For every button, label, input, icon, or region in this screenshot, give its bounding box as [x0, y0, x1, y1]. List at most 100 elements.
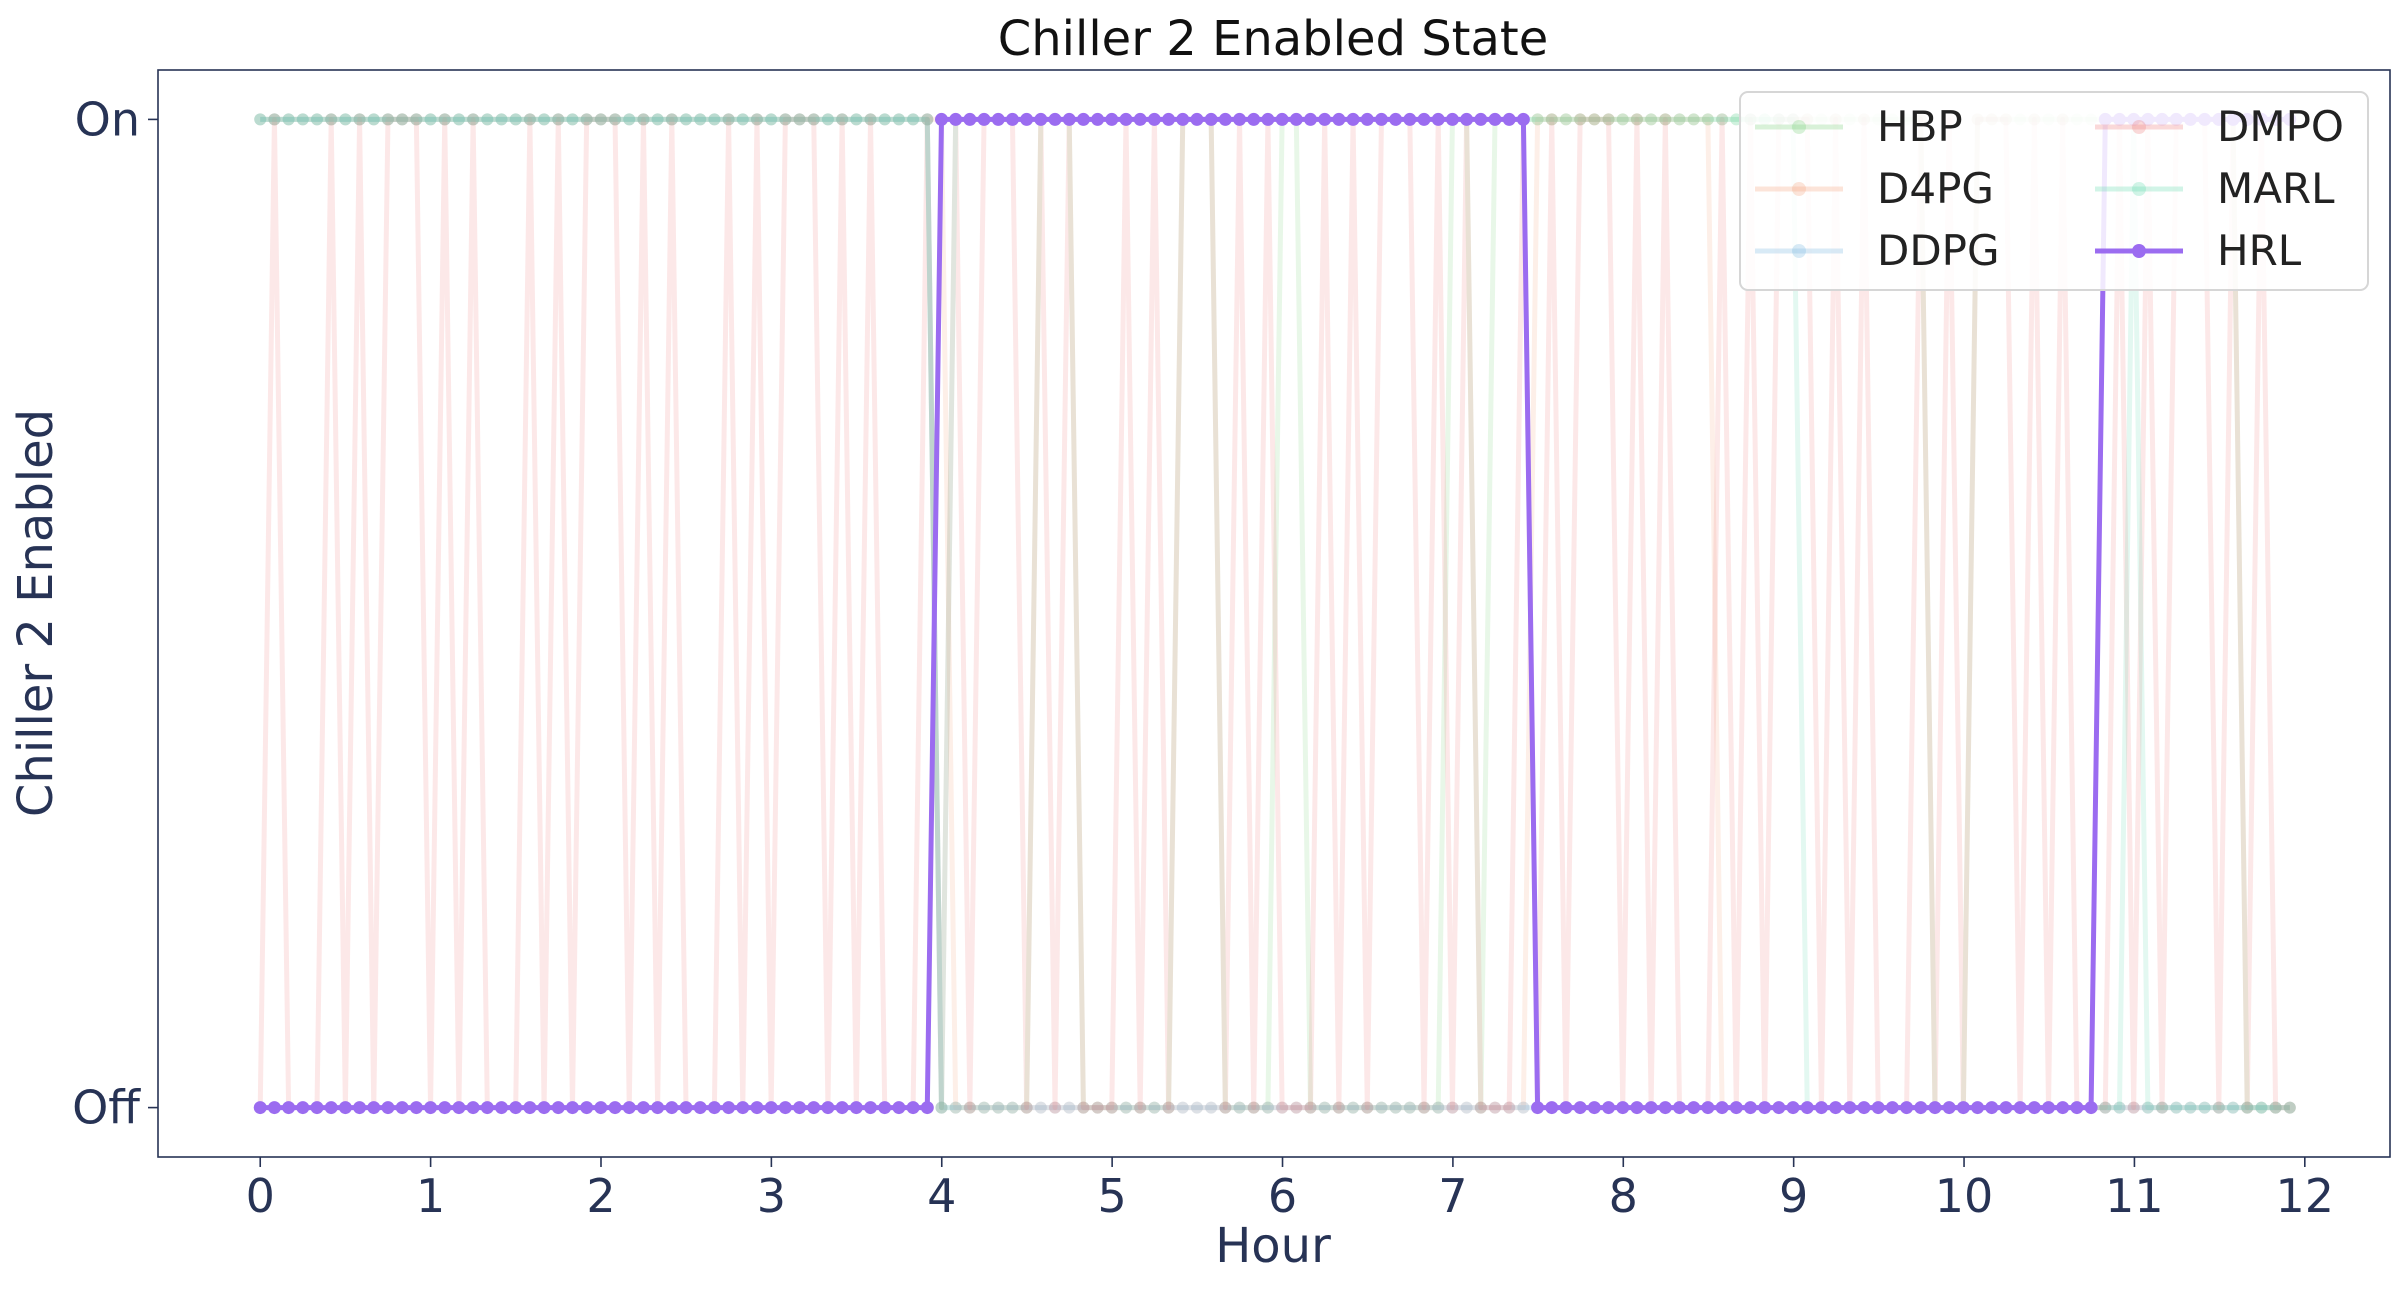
data-point: [963, 112, 977, 126]
data-point: [694, 113, 707, 126]
data-point: [1162, 1101, 1175, 1114]
data-point: [1219, 1101, 1232, 1114]
data-point: [1446, 1101, 1459, 1114]
data-point: [736, 113, 749, 126]
data-point: [921, 113, 934, 126]
data-point: [1630, 1101, 1644, 1115]
data-point: [1105, 1101, 1118, 1114]
data-point: [1843, 1101, 1857, 1115]
data-point: [609, 113, 622, 126]
data-point: [1134, 1101, 1147, 1114]
data-point: [1389, 1101, 1402, 1114]
data-point: [1034, 1101, 1047, 1114]
legend-marker: [1792, 182, 1806, 196]
data-point: [2084, 1101, 2098, 1115]
data-point: [722, 113, 735, 126]
data-point: [580, 113, 593, 126]
data-point: [580, 1101, 594, 1115]
data-point: [651, 113, 664, 126]
legend-entry-marl: MARL: [2095, 164, 2335, 213]
data-point: [1871, 1101, 1885, 1115]
legend-label: DDPG: [1877, 226, 2000, 275]
data-point: [325, 113, 338, 126]
data-point: [552, 113, 565, 126]
data-point: [1020, 1101, 1033, 1114]
data-point: [978, 1101, 991, 1114]
data-point: [836, 113, 849, 126]
series-layer: [253, 112, 2297, 1115]
data-point: [665, 113, 678, 126]
data-point: [807, 113, 820, 126]
data-point: [1403, 1101, 1416, 1114]
data-point: [1602, 113, 1615, 126]
data-point: [637, 113, 650, 126]
data-point: [1659, 113, 1672, 126]
data-point: [1687, 113, 1700, 126]
data-point: [410, 113, 423, 126]
data-point: [864, 113, 877, 126]
data-point: [1375, 1101, 1388, 1114]
data-point: [1545, 113, 1558, 126]
data-point: [1318, 1101, 1331, 1114]
data-point: [892, 1101, 906, 1115]
data-point: [268, 113, 281, 126]
data-point: [1474, 112, 1488, 126]
data-point: [1403, 1101, 1416, 1114]
data-point: [367, 113, 380, 126]
data-point: [1290, 1101, 1303, 1114]
data-point: [2113, 1101, 2126, 1114]
data-point: [396, 113, 409, 126]
data-point: [2099, 1101, 2112, 1114]
data-point: [396, 113, 409, 126]
legend: HBP D4PG DDPG DMPO MARL HRL: [1739, 91, 2369, 291]
data-point: [2212, 1101, 2225, 1114]
data-point: [296, 113, 309, 126]
legend-marker: [1792, 120, 1806, 134]
data-point: [268, 113, 281, 126]
x-tick-label: 1: [416, 1169, 445, 1223]
data-point: [1701, 1101, 1715, 1115]
data-point: [2198, 1101, 2211, 1114]
data-point: [1432, 1101, 1445, 1114]
data-point: [1758, 1101, 1772, 1115]
data-point: [1063, 1101, 1076, 1114]
data-point: [1474, 1101, 1487, 1114]
data-point: [1716, 113, 1729, 126]
data-point: [1290, 1101, 1303, 1114]
data-point: [2141, 1101, 2154, 1114]
data-point: [892, 113, 905, 126]
data-point: [424, 113, 437, 126]
data-point: [1034, 112, 1048, 126]
data-point: [2113, 1101, 2126, 1114]
data-point: [438, 113, 451, 126]
data-point: [1332, 1101, 1345, 1114]
legend-entry-hbp: HBP: [1755, 102, 1963, 151]
data-point: [1616, 113, 1629, 126]
data-point: [1190, 1101, 1203, 1114]
data-point: [1516, 112, 1530, 126]
data-point: [2141, 1101, 2154, 1114]
legend-label: D4PG: [1877, 164, 1994, 213]
data-point: [1091, 112, 1105, 126]
data-point: [665, 113, 678, 126]
data-point: [1247, 112, 1261, 126]
data-point: [2170, 1101, 2183, 1114]
data-point: [325, 113, 338, 126]
data-point: [1389, 1101, 1402, 1114]
data-point: [821, 113, 834, 126]
data-point: [1503, 1101, 1516, 1114]
data-point: [651, 113, 664, 126]
data-point: [1374, 112, 1388, 126]
data-point: [438, 113, 451, 126]
data-point: [921, 113, 934, 126]
data-point: [694, 113, 707, 126]
data-point: [1332, 1101, 1345, 1114]
data-point: [480, 1101, 494, 1115]
data-point: [339, 113, 352, 126]
data-point: [2255, 1101, 2268, 1114]
data-point: [977, 112, 991, 126]
data-point: [268, 113, 281, 126]
data-point: [1233, 112, 1247, 126]
data-point: [722, 113, 735, 126]
data-point: [523, 113, 536, 126]
